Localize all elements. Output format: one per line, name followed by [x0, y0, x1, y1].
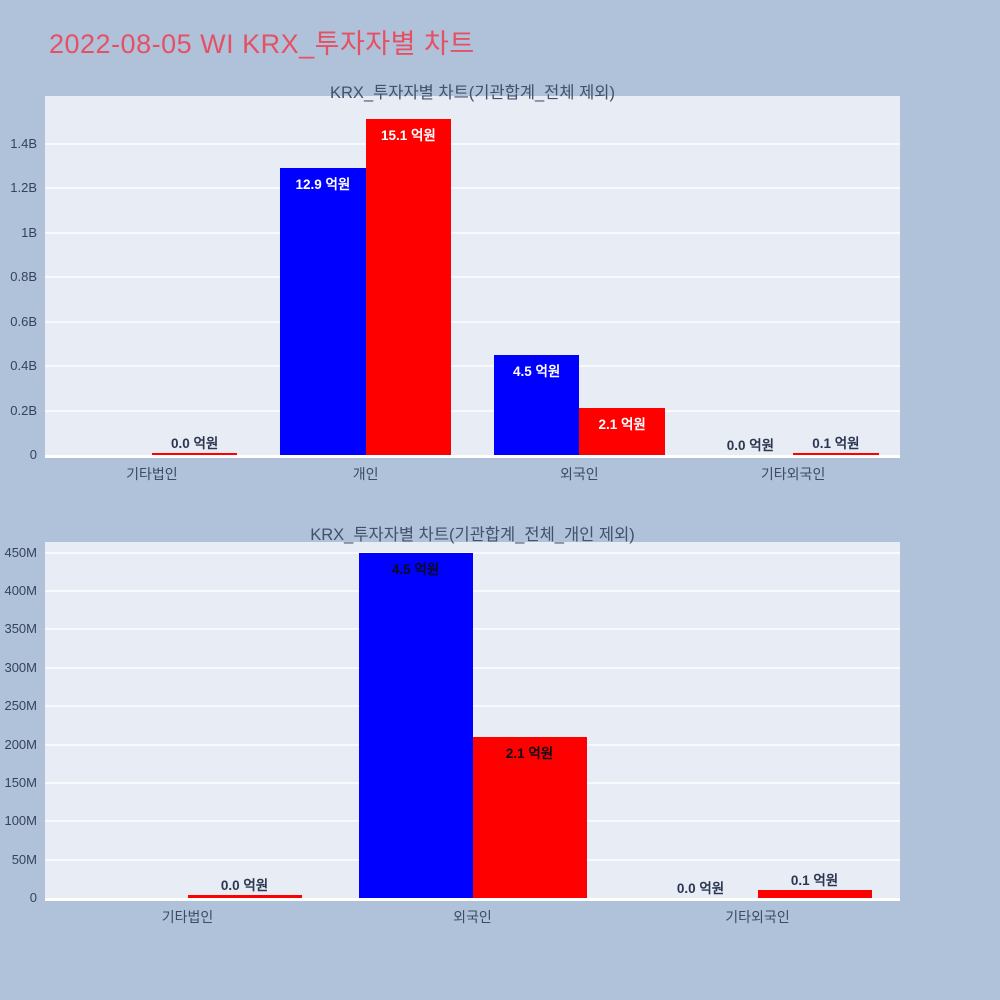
- bar-value-label: 0.0 억원: [170, 435, 219, 451]
- bar-value-label: 2.1 억원: [598, 417, 646, 433]
- y-axis-tick-label: 0: [29, 447, 37, 462]
- y-axis-tick-label: 50M: [11, 851, 37, 867]
- x-axis-label: 기타법인: [161, 909, 214, 925]
- y-axis-tick-label: 450M: [4, 544, 37, 560]
- bar-series-red-외국인: [472, 736, 587, 898]
- y-axis-tick-label: 1.4B: [10, 135, 37, 151]
- gridline: [45, 409, 900, 412]
- bar-series-red-기타외국인: [793, 452, 879, 455]
- y-axis-tick-label: 150M: [4, 774, 37, 790]
- y-axis-tick-label: 400M: [4, 583, 37, 599]
- gridline: [45, 276, 900, 279]
- x-axis-label: 기타외국인: [760, 466, 826, 482]
- chart-panel-2: KRX_투자자별 차트(기관합계_전체_개인 제외) 0 50M 100M 150M 2…: [4, 526, 900, 925]
- x-axis-label: 기타법인: [126, 466, 178, 482]
- bar-series-red-기타법인: [151, 452, 238, 455]
- x-axis-label: 외국인: [560, 466, 599, 482]
- bar-series-blue-외국인: [493, 354, 580, 455]
- gridline: [45, 320, 900, 323]
- y-axis-tick-label: 350M: [4, 621, 37, 637]
- bar-value-label: 0.1 억원: [812, 435, 860, 451]
- page-title: 2022-08-05 WI KRX_투자자별 차트: [49, 29, 475, 59]
- chart-panel-1: KRX_투자자별 차트(기관합계_전체 제외) 0 0.2B 0.4B 0.6B 0.8…: [10, 84, 900, 482]
- y-axis-tick-label: 0.4B: [10, 358, 37, 374]
- x-axis-label: 기타외국인: [725, 909, 790, 925]
- x-axis-label: 개인: [352, 466, 379, 482]
- y-axis-tick-label: 0.8B: [10, 269, 37, 285]
- gridline: [45, 142, 900, 145]
- bar-series-red-기타외국인: [757, 890, 872, 898]
- bar-value-label: 0.0 억원: [726, 438, 775, 453]
- gridline: [45, 231, 900, 234]
- gridline: [45, 590, 900, 593]
- gridline: [45, 666, 900, 669]
- y-axis-tick-label: 0: [29, 890, 37, 905]
- chart-title-1: KRX_투자자별 차트(기관합계_전체 제외): [330, 84, 615, 102]
- bar-value-label: 0.0 억원: [676, 881, 725, 896]
- gridline: [45, 628, 900, 631]
- y-axis-tick-label: 0.6B: [10, 313, 37, 329]
- bar-value-label: 0.0 억원: [220, 878, 269, 893]
- bar-series-red-개인: [365, 119, 452, 455]
- y-axis-tick-label: 1.2B: [10, 180, 37, 196]
- bar-value-label: 15.1 억원: [380, 128, 436, 144]
- y-axis-tick-label: 0.2B: [10, 402, 37, 418]
- gridline: [45, 187, 900, 190]
- bar-value-label: 4.5 억원: [512, 363, 561, 379]
- bar-series-blue-개인: [280, 168, 366, 455]
- bar-value-label: 12.9 억원: [295, 177, 351, 193]
- bar-series-red-기타법인: [187, 895, 302, 898]
- y-axis-tick-label: 100M: [4, 813, 37, 829]
- y-axis-tick-label: 1B: [21, 224, 37, 240]
- bar-value-label: 4.5 억원: [391, 561, 440, 577]
- chart-title-2: KRX_투자자별 차트(기관합계_전체_개인 제외): [310, 526, 635, 544]
- bar-value-label: 0.1 억원: [790, 873, 839, 889]
- x-axis-label: 외국인: [453, 909, 492, 925]
- bar-value-label: 2.1 억원: [505, 745, 554, 761]
- bar-series-red-외국인: [579, 408, 665, 455]
- y-axis-tick-label: 200M: [4, 736, 37, 752]
- gridline: [45, 705, 900, 708]
- y-axis-tick-label: 250M: [4, 698, 37, 714]
- gridline: [45, 551, 900, 554]
- bar-series-blue-외국인: [358, 552, 473, 898]
- y-axis-tick-label: 300M: [4, 659, 37, 675]
- gridline: [45, 365, 900, 368]
